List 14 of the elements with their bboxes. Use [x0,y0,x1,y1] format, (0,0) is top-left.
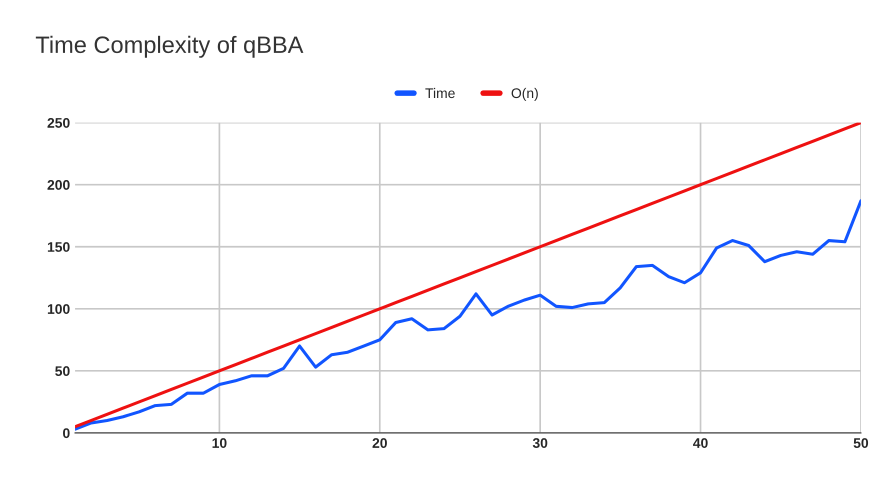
x-tick-label: 10 [212,438,227,448]
x-tick-label: 30 [532,438,548,448]
x-tick-label: 50 [854,438,868,448]
y-tick-label: 250 [48,118,70,128]
chart-title: Time Complexity of qBBA [36,36,304,58]
x-tick-label: 20 [372,438,387,448]
y-tick-label: 50 [55,366,70,376]
y-tick-label: 200 [48,180,70,190]
y-tick-label: 150 [48,242,70,252]
legend-label: O(n) [512,88,538,101]
legend-label: Time [425,88,455,98]
x-tick-label: 40 [693,438,708,448]
y-tick-label: 100 [48,304,70,314]
y-tick-label: 0 [63,428,70,438]
